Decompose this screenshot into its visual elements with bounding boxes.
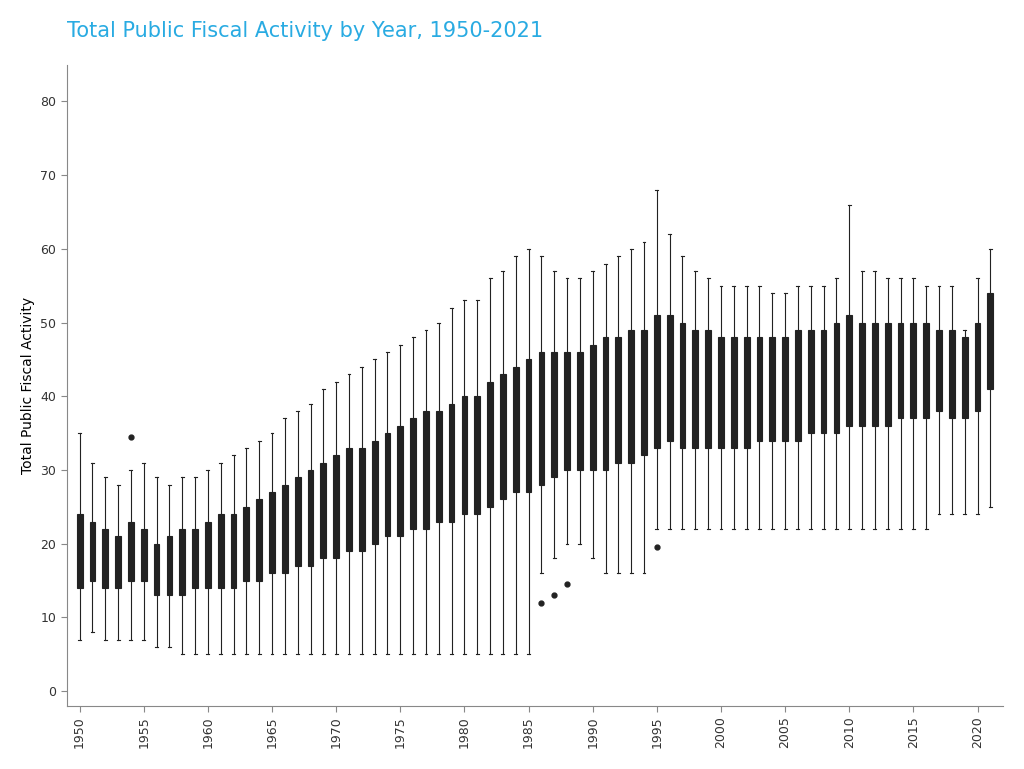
PathPatch shape	[282, 484, 288, 573]
PathPatch shape	[269, 492, 274, 573]
PathPatch shape	[654, 315, 659, 448]
PathPatch shape	[77, 514, 83, 588]
PathPatch shape	[898, 322, 903, 418]
PathPatch shape	[346, 448, 352, 551]
PathPatch shape	[436, 411, 441, 521]
PathPatch shape	[141, 529, 146, 581]
PathPatch shape	[474, 396, 480, 514]
PathPatch shape	[641, 330, 647, 455]
PathPatch shape	[820, 330, 826, 433]
PathPatch shape	[102, 529, 109, 588]
PathPatch shape	[847, 315, 852, 426]
PathPatch shape	[872, 322, 878, 426]
PathPatch shape	[307, 470, 313, 566]
PathPatch shape	[500, 375, 506, 500]
PathPatch shape	[230, 514, 237, 588]
PathPatch shape	[167, 536, 172, 595]
PathPatch shape	[680, 322, 685, 448]
PathPatch shape	[256, 500, 262, 581]
PathPatch shape	[975, 322, 980, 411]
PathPatch shape	[411, 418, 416, 529]
PathPatch shape	[551, 352, 557, 478]
Y-axis label: Total Public Fiscal Activity: Total Public Fiscal Activity	[20, 297, 35, 474]
PathPatch shape	[924, 322, 929, 418]
PathPatch shape	[116, 536, 121, 588]
PathPatch shape	[782, 338, 788, 441]
PathPatch shape	[128, 521, 134, 581]
PathPatch shape	[154, 544, 160, 595]
PathPatch shape	[962, 338, 968, 418]
PathPatch shape	[757, 338, 762, 441]
PathPatch shape	[885, 322, 891, 426]
PathPatch shape	[834, 322, 840, 433]
PathPatch shape	[615, 338, 622, 463]
PathPatch shape	[795, 330, 801, 441]
PathPatch shape	[462, 396, 467, 514]
PathPatch shape	[692, 330, 698, 448]
PathPatch shape	[449, 404, 455, 521]
PathPatch shape	[743, 338, 750, 448]
PathPatch shape	[808, 330, 814, 433]
PathPatch shape	[590, 345, 596, 470]
PathPatch shape	[731, 338, 736, 448]
PathPatch shape	[487, 381, 493, 507]
PathPatch shape	[667, 315, 673, 441]
PathPatch shape	[385, 433, 390, 536]
PathPatch shape	[987, 293, 993, 389]
PathPatch shape	[718, 338, 724, 448]
PathPatch shape	[205, 521, 211, 588]
PathPatch shape	[539, 352, 545, 484]
PathPatch shape	[769, 338, 775, 441]
PathPatch shape	[603, 338, 608, 470]
PathPatch shape	[513, 367, 518, 492]
PathPatch shape	[859, 322, 865, 426]
PathPatch shape	[321, 463, 327, 558]
PathPatch shape	[936, 330, 942, 411]
PathPatch shape	[333, 455, 339, 558]
Text: Total Public Fiscal Activity by Year, 1950-2021: Total Public Fiscal Activity by Year, 19…	[67, 21, 543, 41]
PathPatch shape	[577, 352, 583, 470]
PathPatch shape	[372, 441, 378, 544]
PathPatch shape	[89, 521, 95, 581]
PathPatch shape	[179, 529, 185, 595]
PathPatch shape	[910, 322, 916, 418]
PathPatch shape	[525, 359, 531, 492]
PathPatch shape	[564, 352, 570, 470]
PathPatch shape	[423, 411, 429, 529]
PathPatch shape	[629, 330, 634, 463]
PathPatch shape	[218, 514, 223, 588]
PathPatch shape	[949, 330, 954, 418]
PathPatch shape	[397, 426, 403, 536]
PathPatch shape	[244, 507, 249, 581]
PathPatch shape	[295, 478, 301, 566]
PathPatch shape	[706, 330, 711, 448]
PathPatch shape	[193, 529, 198, 588]
PathPatch shape	[359, 448, 365, 551]
